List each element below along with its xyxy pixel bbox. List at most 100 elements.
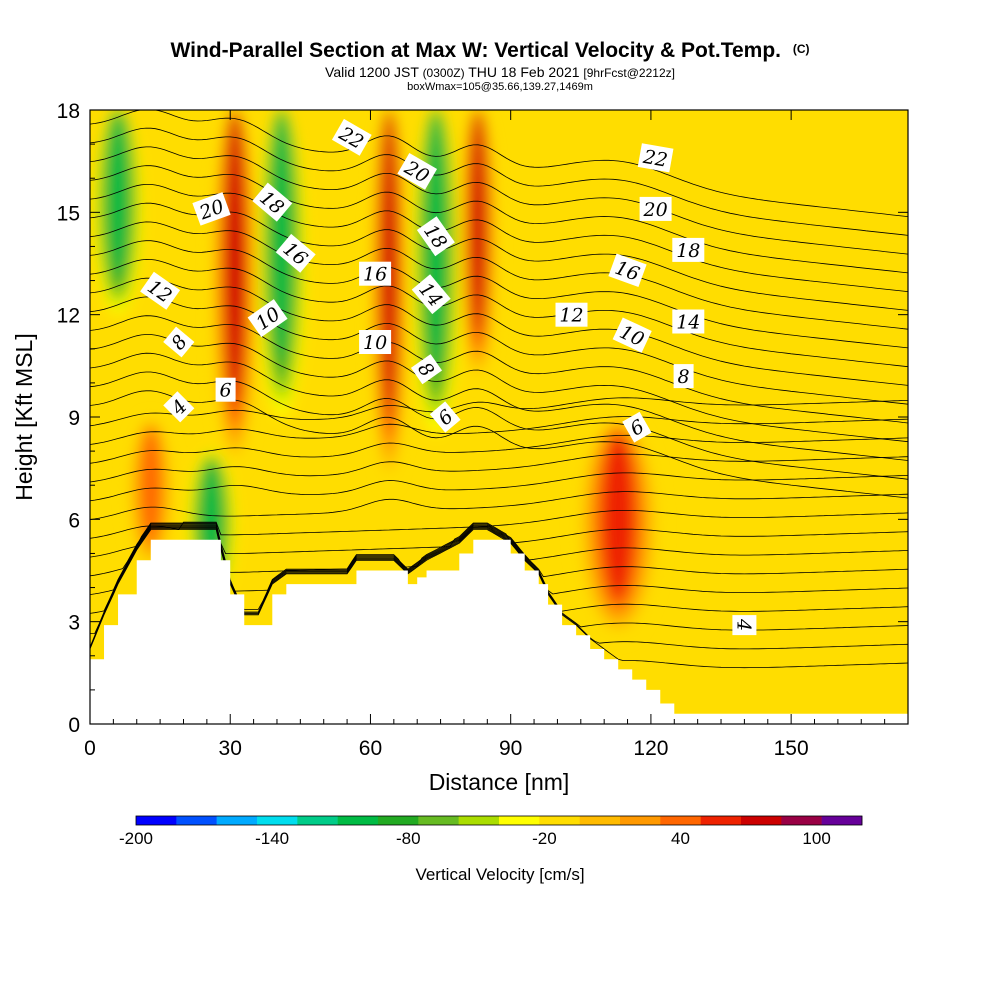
colorbar-swatch (579, 816, 621, 825)
contour-label-box (429, 401, 461, 433)
contour-label-text: 20 (643, 199, 668, 221)
chart-subtitle-2: boxWmax=105@35.66,139.27,1469m (407, 81, 593, 93)
colorbar-swatch (821, 816, 863, 825)
colorbar-tick-label: -140 (255, 829, 289, 848)
colorbar-frame (135, 815, 863, 826)
contour-label-box (637, 143, 674, 173)
isentrope-line (90, 277, 908, 386)
contour-label-box (215, 377, 236, 402)
contour-label: 18 (672, 237, 705, 262)
x-tick-label: 60 (359, 737, 382, 760)
isentrope-line (90, 258, 908, 368)
isentrope-line (90, 146, 908, 255)
contour-label-box (163, 326, 195, 358)
contour-label-text: 6 (220, 380, 232, 402)
contour-label: 6 (622, 411, 652, 443)
contour-label-text: 16 (363, 264, 387, 286)
contour-labels: 4681012161820221016201814861210861416182… (140, 118, 757, 636)
isentrope-line (90, 472, 908, 502)
contour-label: 4 (732, 615, 757, 636)
colorbar-swatch (176, 816, 217, 825)
colorbar-swatch (458, 816, 500, 825)
chart-title: Wind-Parallel Section at Max W: Vertical… (170, 39, 809, 62)
contour-label-box (331, 118, 372, 156)
terrain (90, 539, 908, 724)
velocity-band (602, 434, 634, 599)
contour-label-box (673, 364, 694, 389)
colorbar-tick-label: 100 (802, 829, 830, 848)
x-tick-label: 150 (774, 737, 809, 760)
velocity-band (272, 110, 291, 362)
y-tick-label: 12 (57, 305, 80, 328)
contour-label-box (555, 302, 588, 327)
contour-label: 12 (555, 302, 588, 327)
contour-label-box (397, 153, 438, 190)
colorbar-swatch (257, 816, 298, 825)
contour-label-box (672, 309, 705, 334)
isentrope-line (90, 165, 908, 274)
contour-label-box (275, 233, 316, 273)
contour-label-box (410, 354, 443, 385)
velocity-band (226, 110, 244, 402)
y-tick-label: 15 (57, 202, 80, 225)
colorbar-swatch (297, 816, 338, 825)
subtitle-zulu: (0300Z) (423, 66, 465, 80)
colorbar-tick-label: -20 (532, 829, 557, 848)
velocity-feature-downdraft (94, 110, 142, 315)
isentrope-line (90, 416, 908, 445)
colorbar-swatch (620, 816, 661, 825)
colorbar-swatch (660, 816, 701, 825)
contour-label: 20 (639, 196, 672, 221)
colorbar-tick-label: -200 (119, 829, 153, 848)
colorbar-label: Vertical Velocity [cm/s] (415, 865, 584, 884)
colorbar-swatch (499, 816, 540, 825)
chart-subtitle: Valid 1200 JST (0300Z) THU 18 Feb 2021 [… (325, 64, 675, 80)
contour-label-box (359, 261, 392, 286)
contour-label-box (672, 237, 705, 262)
y-axis-label: Height [Kft MSL] (11, 333, 37, 500)
colorbar-swatch (136, 816, 177, 825)
isentrope-line (90, 315, 908, 424)
contour-label: 22 (637, 143, 674, 173)
y-tick-label: 9 (68, 407, 80, 430)
contour-label: 16 (359, 261, 392, 286)
isentrope-line (90, 334, 908, 443)
contour-label-box (411, 274, 451, 315)
velocity-feature-updraft (370, 110, 408, 486)
isentrope-line (90, 296, 908, 405)
colorbar-swatch (539, 816, 580, 825)
colorbar-tick-label: 40 (671, 829, 690, 848)
contour-label: 6 (215, 377, 236, 402)
contour-label: 20 (192, 192, 231, 226)
x-tick-label: 0 (84, 737, 96, 760)
contour-label-box (252, 182, 293, 222)
colorbar-swatch (700, 816, 742, 825)
contour-label: 14 (672, 309, 705, 334)
isentrope-line (90, 491, 908, 520)
y-tick-label: 3 (68, 612, 80, 635)
contour-label: 8 (410, 354, 443, 385)
y-tick-label: 0 (68, 714, 80, 737)
contour-label-text: 4 (732, 618, 754, 631)
x-tick-label: 120 (633, 737, 668, 760)
isentrope-line (90, 510, 908, 539)
x-tick-label: 90 (499, 737, 522, 760)
contour-label-box (247, 299, 288, 338)
contour-label: 6 (429, 401, 461, 433)
contour-label-box (732, 615, 757, 636)
x-axis-label: Distance [nm] (429, 769, 570, 795)
contour-label: 16 (608, 253, 647, 288)
colorbar-swatch (378, 816, 419, 825)
colorbar: -200 -140 -80 -20 40 100 (119, 815, 863, 848)
velocity-feature-updraft (459, 110, 497, 383)
colorbar-tick-label: -80 (396, 829, 421, 848)
contour-label-text: 10 (363, 332, 387, 354)
colorbar-swatch (741, 816, 782, 825)
y-tick-label: 6 (68, 509, 80, 532)
contour-label-text: 18 (676, 240, 700, 262)
isentrope-line (90, 127, 908, 236)
plot-area: 4681012161820221016201814861210861416182… (90, 110, 908, 724)
colorbar-swatch (337, 816, 379, 825)
contour-label-box (416, 216, 455, 257)
